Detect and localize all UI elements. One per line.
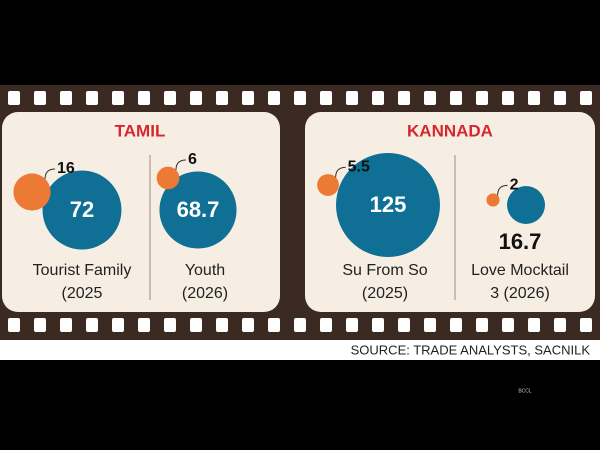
leader-line [44,168,56,179]
sprocket-hole [242,318,254,332]
panel [2,112,280,312]
sprocket-hole [34,318,46,332]
sprocket-hole [216,318,228,332]
sprocket-hole [8,318,20,332]
sprocket-hole [554,91,566,105]
large-value-label: 72 [70,197,94,222]
sprocket-hole [398,318,410,332]
sprocket-hole [112,318,124,332]
sprocket-hole [424,318,436,332]
sprocket-hole [528,91,540,105]
sprocket-hole [138,91,150,105]
sprocket-hole [450,318,462,332]
leader-line [497,184,508,196]
sprocket-hole [242,91,254,105]
sprocket-hole [34,91,46,105]
sprocket-hole [294,318,306,332]
large-value-label: 68.7 [177,197,220,222]
sprocket-hole [86,91,98,105]
sprocket-hole [164,91,176,105]
sprocket-hole [216,91,228,105]
film-label: (2026) [182,285,228,302]
film-label: (2025 [62,285,103,302]
source-strip [0,340,600,360]
large-bubble [42,170,122,250]
sprocket-hole [190,91,202,105]
sprocket-hole [138,318,150,332]
small-bubble [486,193,500,207]
large-bubble [159,171,237,249]
sprocket-hole [60,91,72,105]
film-label: (2025) [362,285,408,302]
film-label: 3 (2026) [490,285,550,302]
film-label: Love Mocktail [471,262,569,279]
sprocket-holes [8,91,592,332]
film-label: Youth [185,262,225,279]
sprocket-hole [554,318,566,332]
sprocket-hole [112,91,124,105]
sprocket-hole [346,318,358,332]
sprocket-hole [346,91,358,105]
sprocket-hole [372,91,384,105]
sprocket-hole [372,318,384,332]
sprocket-hole [580,91,592,105]
small-value-label: 16 [57,160,75,177]
sprocket-hole [528,318,540,332]
panel-title: TAMIL [115,121,166,140]
sprocket-hole [268,91,280,105]
film-label: Su From So [342,262,427,279]
panel-title: KANNADA [407,121,493,140]
sprocket-hole [398,91,410,105]
sprocket-hole [8,91,20,105]
large-value-label: 125 [370,192,407,217]
source: SOURCE: TRADE ANALYSTS, SACNILK [351,342,591,357]
sprocket-hole [580,318,592,332]
sprocket-hole [476,91,488,105]
sprocket-hole [86,318,98,332]
small-bubble [317,174,339,196]
sprocket-hole [450,91,462,105]
small-value-label: 5.5 [348,159,370,176]
sprocket-hole [320,91,332,105]
sprocket-hole [190,318,202,332]
small-value-label: 2 [510,177,519,194]
film-label: Tourist Family [33,262,132,279]
small-bubble [13,173,51,211]
large-bubble [506,185,546,225]
sprocket-hole [164,318,176,332]
sprocket-hole [320,318,332,332]
small-value-label: 6 [188,151,197,168]
small-bubble [156,166,180,190]
sprocket-hole [268,318,280,332]
leader-line [175,159,186,171]
large-value-label: 16.7 [499,229,542,254]
leader-line [335,166,346,178]
large-bubble [336,153,440,257]
sprocket-hole [502,91,514,105]
sprocket-hole [476,318,488,332]
sprocket-hole [60,318,72,332]
sprocket-hole [424,91,436,105]
credit: BCCL [518,388,532,394]
sprocket-hole [502,318,514,332]
sprocket-hole [294,91,306,105]
